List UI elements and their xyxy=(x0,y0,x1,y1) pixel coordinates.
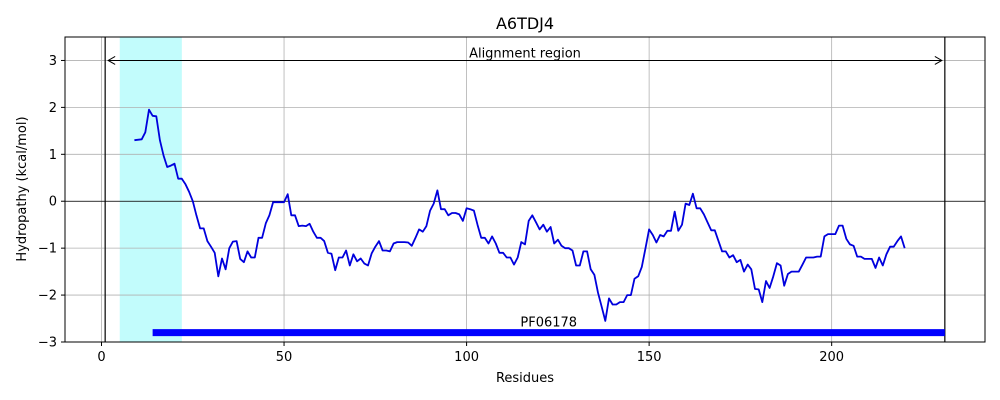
y-tick-label: 3 xyxy=(49,54,57,69)
alignment-region-label: Alignment region xyxy=(469,46,581,61)
y-tick-label: −2 xyxy=(38,289,57,304)
y-tick-label: 1 xyxy=(49,148,57,163)
alignment-arrow-head-left xyxy=(107,56,116,65)
domain-label: PF06178 xyxy=(520,316,577,331)
highlight-band xyxy=(119,37,182,342)
x-tick-label: 50 xyxy=(276,350,293,365)
y-tick-label: −1 xyxy=(38,242,57,257)
y-axis-label: Hydropathy (kcal/mol) xyxy=(15,116,30,261)
y-tick-label: 2 xyxy=(49,101,57,116)
x-axis-ticks: 0 50 100 150 200 xyxy=(97,342,844,365)
hydropathy-series-line xyxy=(134,108,906,322)
x-tick-label: 100 xyxy=(454,350,479,365)
x-tick-label: 200 xyxy=(819,350,844,365)
alignment-arrow-head-right xyxy=(934,56,943,65)
y-axis-ticks: −3 −2 −1 0 1 2 3 xyxy=(38,54,65,351)
plot-area: Alignment region PF06178 xyxy=(64,36,986,343)
plot-frame xyxy=(64,36,986,343)
x-axis-label: Residues xyxy=(496,371,554,386)
y-tick-label: −3 xyxy=(38,336,57,351)
chart-title: A6TDJ4 xyxy=(496,14,554,33)
y-tick-label: 0 xyxy=(49,195,57,210)
x-tick-label: 150 xyxy=(637,350,662,365)
x-tick-label: 0 xyxy=(97,350,105,365)
